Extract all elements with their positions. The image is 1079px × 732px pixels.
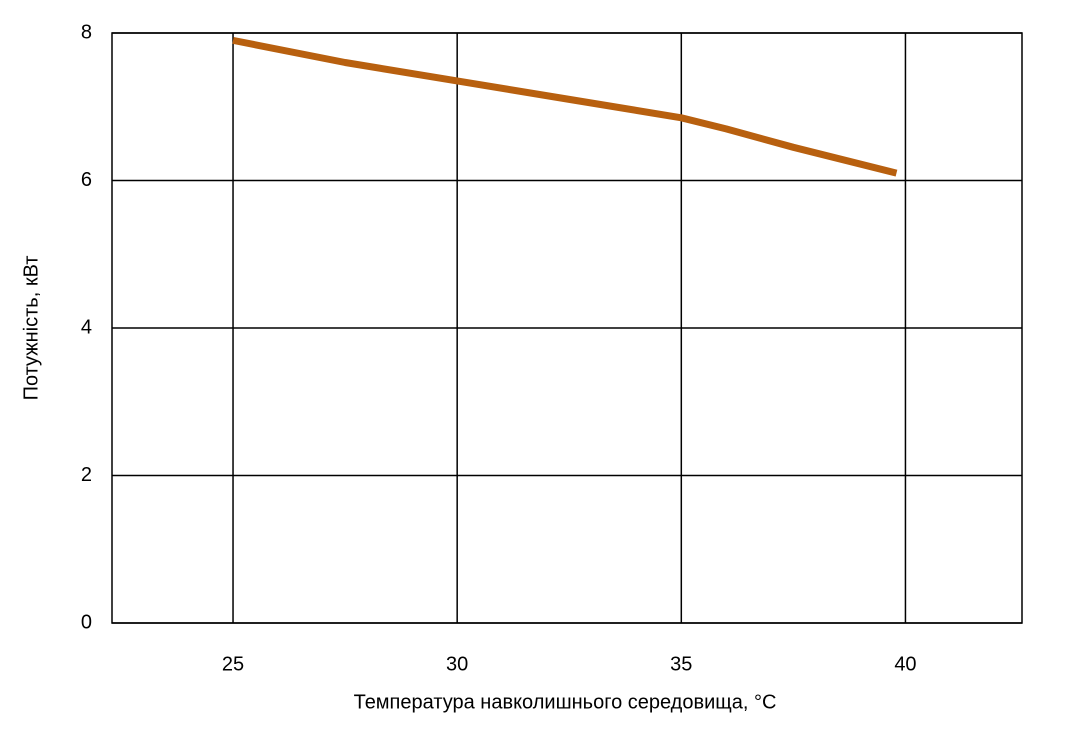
x-tick-label: 25 <box>222 653 244 675</box>
y-tick-label: 0 <box>81 611 92 633</box>
y-tick-label: 2 <box>81 464 92 486</box>
y-tick-label: 8 <box>81 21 92 43</box>
x-axis-label: Температура навколишнього середовища, °C <box>354 691 777 713</box>
y-tick-label: 4 <box>81 316 92 338</box>
x-tick-label: 35 <box>670 653 692 675</box>
data-line <box>232 36 898 177</box>
y-tick-label: 6 <box>81 169 92 191</box>
y-axis-label: Потужність, кВт <box>20 256 42 401</box>
x-tick-label: 30 <box>446 653 468 675</box>
x-tick-label: 40 <box>894 653 916 675</box>
